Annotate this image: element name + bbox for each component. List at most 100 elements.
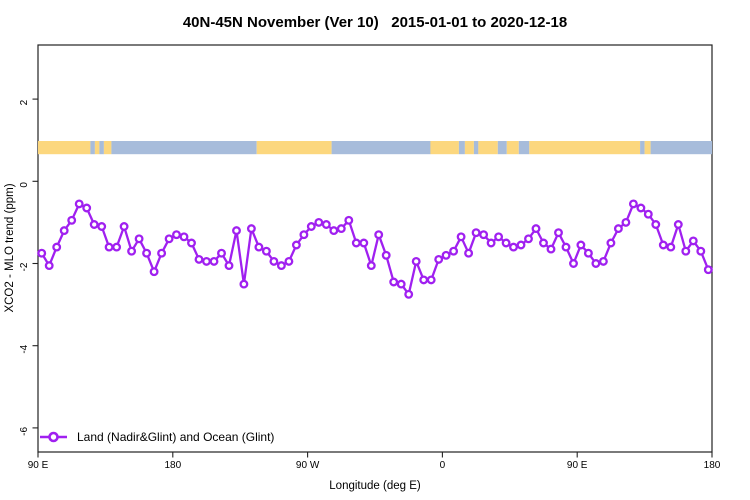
data-point bbox=[389, 277, 399, 287]
data-point bbox=[67, 215, 77, 225]
map-ocean-segment bbox=[90, 141, 95, 155]
data-point bbox=[127, 246, 137, 256]
data-point bbox=[246, 224, 256, 234]
legend-marker-icon bbox=[48, 431, 59, 443]
data-point bbox=[471, 228, 481, 238]
data-point bbox=[583, 248, 593, 258]
data-point bbox=[561, 242, 571, 252]
map-land-segment bbox=[38, 141, 91, 155]
data-point bbox=[284, 256, 294, 266]
map-land-segment bbox=[644, 141, 651, 155]
data-point bbox=[486, 238, 496, 248]
map-ocean-segment bbox=[640, 141, 645, 155]
data-point bbox=[426, 275, 436, 285]
map-ocean-segment bbox=[650, 141, 712, 155]
data-point bbox=[232, 226, 241, 236]
data-point bbox=[576, 240, 586, 250]
x-tick-label: 0 bbox=[440, 460, 446, 471]
data-point bbox=[524, 234, 533, 244]
x-axis: 90 E 180 90 W 0 90 E 180 bbox=[28, 452, 721, 471]
y-tick-label: -6 bbox=[19, 427, 30, 436]
data-point bbox=[434, 254, 444, 264]
data-point bbox=[643, 209, 653, 219]
map-ocean-segment bbox=[458, 141, 465, 155]
legend-label: Land (Nadir&Glint) and Ocean (Glint) bbox=[77, 430, 274, 444]
data-point bbox=[681, 246, 691, 256]
data-point bbox=[224, 261, 234, 271]
map-ocean-segment bbox=[111, 141, 257, 155]
data-point bbox=[628, 199, 638, 209]
data-point bbox=[419, 275, 429, 285]
data-point bbox=[336, 224, 346, 234]
data-point bbox=[89, 220, 99, 229]
data-point bbox=[276, 261, 286, 271]
data-point bbox=[291, 240, 301, 250]
data-point bbox=[509, 242, 518, 252]
data-point bbox=[396, 279, 406, 289]
series-line bbox=[40, 202, 710, 296]
data-point bbox=[673, 220, 683, 229]
data-point bbox=[703, 265, 713, 275]
data-point bbox=[598, 256, 608, 266]
data-point bbox=[501, 238, 511, 248]
x-tick-label: 180 bbox=[164, 460, 181, 471]
data-point bbox=[479, 230, 489, 240]
data-point bbox=[157, 248, 167, 258]
map-ocean-segment bbox=[497, 141, 507, 155]
map-land-segment bbox=[256, 141, 332, 155]
data-point bbox=[329, 226, 339, 236]
data-point bbox=[569, 259, 578, 268]
data-point bbox=[209, 256, 219, 266]
data-point bbox=[119, 222, 129, 231]
data-point bbox=[456, 232, 466, 242]
x-tick-label: 90 E bbox=[567, 460, 588, 471]
data-point bbox=[344, 215, 354, 225]
data-point bbox=[546, 244, 556, 254]
data-point bbox=[59, 226, 69, 236]
data-point bbox=[142, 248, 152, 258]
x-axis-label: Longitude (deg E) bbox=[329, 480, 421, 492]
y-axis-label: XCO2 - MLO trend (ppm) bbox=[4, 183, 16, 312]
y-tick-label: 2 bbox=[19, 99, 30, 105]
data-point bbox=[606, 238, 616, 248]
data-point bbox=[621, 217, 631, 227]
data-point bbox=[658, 240, 668, 250]
data-point bbox=[411, 256, 421, 266]
data-point bbox=[531, 224, 541, 234]
map-land-segment bbox=[506, 141, 519, 155]
data-point bbox=[321, 220, 331, 229]
data-point bbox=[666, 242, 676, 252]
x-tick-label: 180 bbox=[704, 460, 721, 471]
data-point bbox=[314, 217, 324, 227]
map-ocean-segment bbox=[518, 141, 530, 155]
y-axis: 2 0 -2 -4 -6 bbox=[19, 98, 38, 436]
data-point bbox=[261, 246, 271, 256]
map-land-segment bbox=[430, 141, 459, 155]
data-point bbox=[651, 220, 661, 229]
data-point bbox=[269, 256, 279, 266]
y-tick-label: -4 bbox=[19, 344, 30, 353]
data-point bbox=[554, 228, 563, 238]
data-point bbox=[516, 240, 526, 250]
data-point bbox=[179, 232, 189, 242]
data-point bbox=[254, 242, 264, 252]
map-ocean-segment bbox=[473, 141, 479, 155]
map-ocean-segment bbox=[331, 141, 431, 155]
data-point bbox=[149, 267, 159, 277]
data-point bbox=[441, 250, 451, 260]
data-point bbox=[37, 248, 47, 258]
data-point bbox=[172, 230, 181, 240]
data-point bbox=[74, 199, 84, 209]
x-tick-label: 90 W bbox=[296, 460, 320, 471]
data-point bbox=[306, 222, 316, 231]
y-tick-label: 0 bbox=[19, 182, 30, 188]
y-tick-label: -2 bbox=[19, 262, 30, 271]
data-point bbox=[52, 242, 62, 252]
data-point bbox=[104, 242, 114, 252]
data-point bbox=[591, 259, 601, 268]
plot-border bbox=[37, 44, 713, 453]
data-point bbox=[381, 250, 391, 260]
data-point bbox=[134, 234, 144, 244]
